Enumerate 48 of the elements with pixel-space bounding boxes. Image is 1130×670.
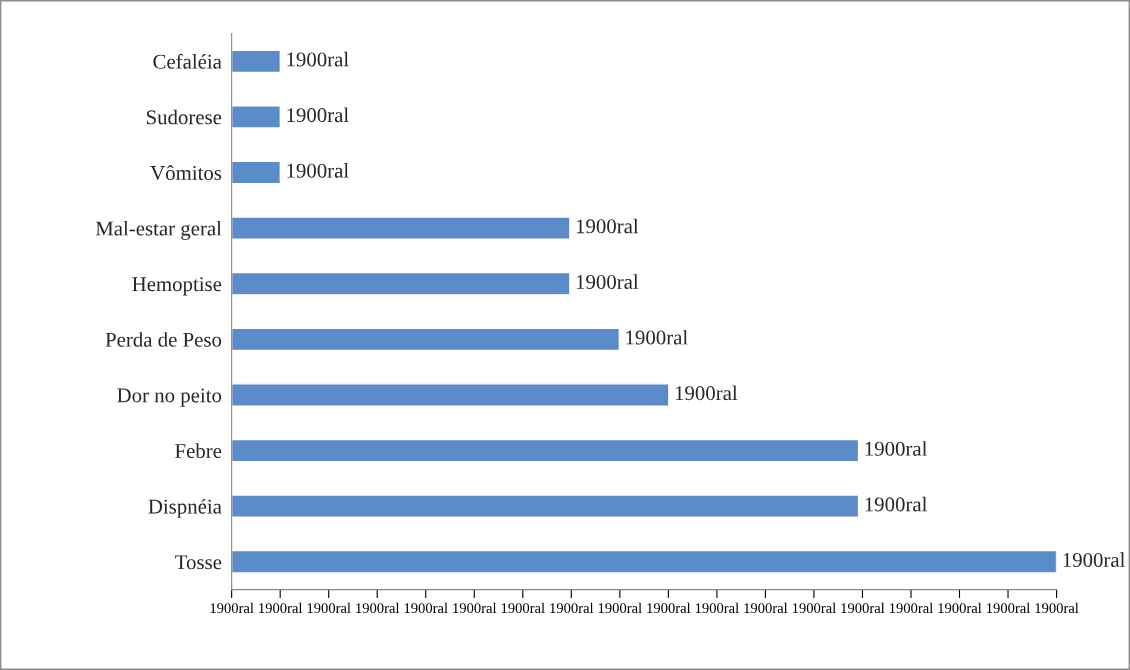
- y-tick-label: Mal-estar geral: [95, 220, 222, 240]
- bar: [231, 216, 571, 240]
- bar: [231, 327, 621, 352]
- y-tick-label: Tosse: [175, 555, 222, 570]
- bar: [231, 438, 860, 463]
- text: 1900ral: [356, 602, 400, 614]
- bar: [231, 160, 282, 185]
- y-tick-label: Cefaléia: [153, 53, 222, 69]
- text: 1900ral: [744, 602, 788, 614]
- y-tick-label: Sudorese: [146, 109, 222, 125]
- bar: [231, 549, 1057, 574]
- text: 1900ral: [1035, 602, 1079, 614]
- annotation: 1900ral: [287, 107, 349, 123]
- annotation: 1900ral: [865, 496, 927, 512]
- annotation: 1900ral: [287, 51, 349, 67]
- text: 1900ral: [550, 602, 594, 614]
- text: 1900ral: [307, 602, 351, 614]
- text: 1900ral: [647, 602, 691, 614]
- annotation: 1900ral: [287, 163, 349, 178]
- y-tick-label: Febre: [175, 443, 222, 459]
- bar: [231, 105, 282, 129]
- text: 1900ral: [938, 602, 982, 614]
- text: 1900ral: [453, 602, 497, 614]
- annotation: 1900ral: [865, 441, 927, 456]
- y-tick-label: Dispnéia: [148, 498, 222, 518]
- y-tick-label: Hemoptise: [132, 277, 222, 296]
- y-tick-label: Perda de Peso: [105, 332, 222, 347]
- annotation: 1900ral: [576, 274, 639, 289]
- bar: [231, 271, 571, 296]
- annotation: 1900ral: [675, 385, 738, 401]
- annotation: 1900ral: [626, 329, 688, 345]
- y-tick-label: Vômitos: [150, 165, 222, 181]
- text: 1900ral: [210, 602, 254, 614]
- annotation: 1900ral: [1063, 552, 1125, 568]
- bar: [231, 49, 282, 74]
- annotation: 1900ral: [576, 218, 639, 234]
- y-tick-label: Dor no peito: [117, 388, 222, 407]
- text: 1900ral: [259, 602, 303, 614]
- text: 1900ral: [404, 602, 448, 614]
- text: 1900ral: [598, 602, 642, 614]
- bar: [231, 383, 670, 407]
- text: 1900ral: [501, 602, 545, 614]
- text: 1900ral: [792, 602, 836, 614]
- text: 1900ral: [987, 602, 1031, 614]
- text: 1900ral: [889, 602, 933, 614]
- bar: [231, 494, 860, 519]
- text: 1900ral: [695, 602, 739, 614]
- text: 1900ral: [841, 602, 885, 614]
